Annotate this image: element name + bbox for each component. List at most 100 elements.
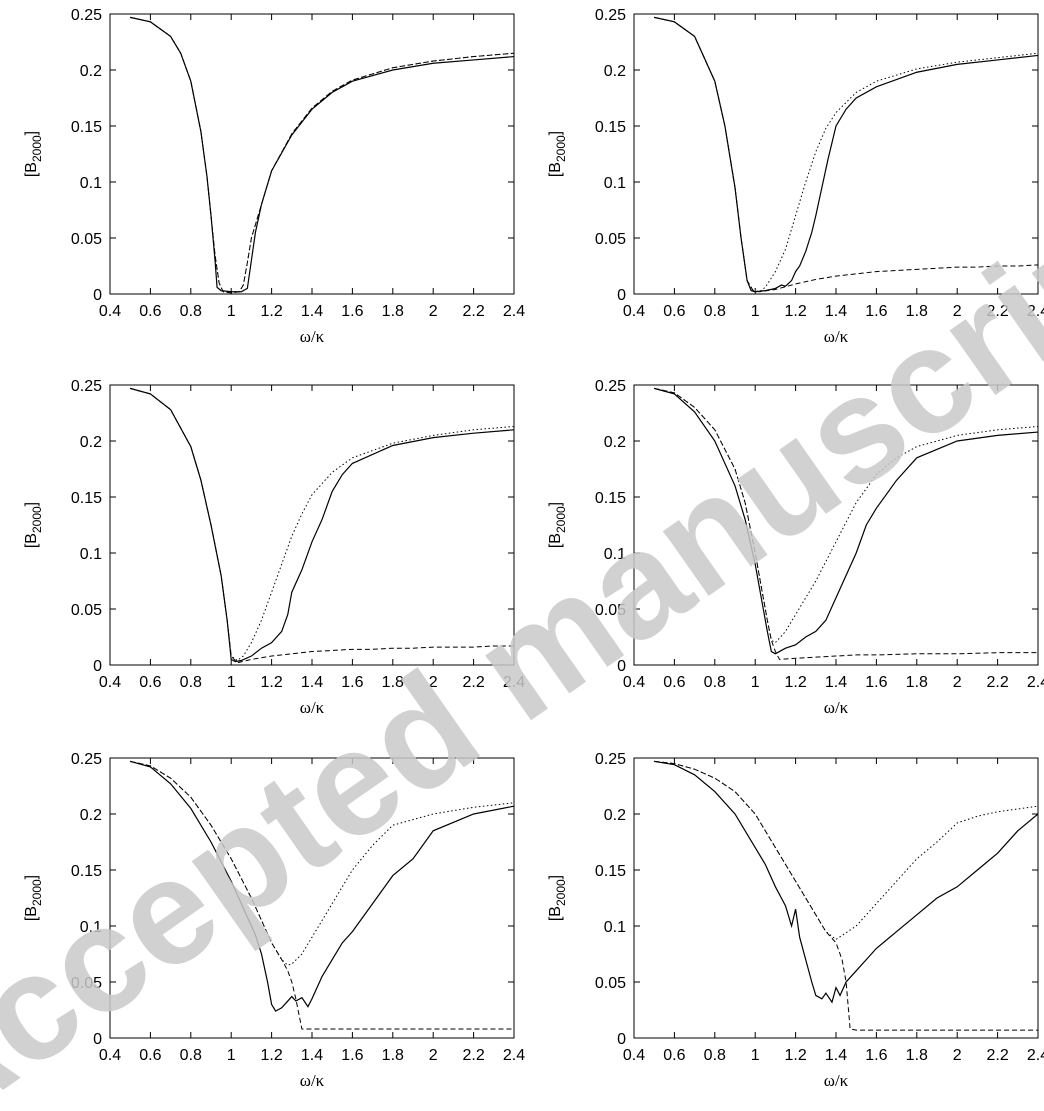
x-tick-label: 1.6 (865, 674, 887, 691)
series-line-dashed (654, 760, 1038, 1031)
x-axis-label: ω/κ (824, 698, 849, 717)
y-tick-label: 0.05 (595, 975, 626, 992)
y-tick-label: 0.15 (71, 490, 102, 507)
x-tick-label: 1.8 (382, 1047, 404, 1064)
x-tick-label: 1.6 (341, 674, 363, 691)
x-tick-label: 2.4 (1027, 1047, 1044, 1064)
y-tick-label: 0 (93, 287, 102, 304)
y-axis-label-main: [B (547, 162, 564, 177)
y-axis-label-main: [B (23, 162, 40, 177)
x-tick-label: 1.2 (260, 1047, 282, 1064)
chart-panel-4: 0.4 0.6 0.8 1 1.2 1.4 1.6 1.8 2 2.2 2.4 0 0.05 0.1 0.1… (547, 378, 1044, 717)
x-tick-label: 1.4 (825, 303, 847, 320)
x-tick-label: 1 (751, 674, 760, 691)
y-axis-label-close: ] (23, 131, 40, 135)
x-tick-label: 1.6 (341, 1047, 363, 1064)
chart-panel-5: 0.4 0.6 0.8 1 1.2 1.4 1.6 1.8 2 2.2 2.4 0 0.05 0.1 0.1… (23, 751, 525, 1090)
series-line-dashed (130, 387, 514, 664)
series-line-solid (654, 760, 1038, 1004)
plot-frame (109, 757, 515, 1039)
y-tick-label: 0.15 (595, 863, 626, 880)
x-axis-label: ω/κ (824, 327, 849, 346)
x-tick-label: 0.6 (663, 1047, 685, 1064)
x-tick-label: 2.4 (503, 1047, 525, 1064)
series-line-dashed (654, 16, 1038, 293)
x-tick-label: 1.4 (825, 674, 847, 691)
y-axis-label-close: ] (547, 875, 564, 879)
y-tick-label: 0.05 (71, 602, 102, 619)
x-tick-label: 0.4 (99, 1047, 121, 1064)
x-tick-label: 1.8 (906, 674, 928, 691)
y-axis-label-close: ] (23, 875, 40, 879)
y-axis-label-subscript: 2000 (30, 506, 44, 533)
series-line-dotted (130, 387, 514, 662)
y-axis-label: [B2000] (23, 875, 44, 921)
series-line-dotted (654, 760, 1038, 941)
x-axis-label: ω/κ (300, 698, 325, 717)
x-tick-label: 2.4 (1027, 303, 1044, 320)
series-line-solid (130, 16, 514, 293)
x-tick-label: 1 (751, 303, 760, 320)
chart-panel-1: 0.4 0.6 0.8 1 1.2 1.4 1.6 1.8 2 2.2 2.4 0 0.05 0.1 0.1… (23, 7, 525, 346)
y-tick-label: 0.15 (595, 490, 626, 507)
y-tick-label: 0.1 (80, 546, 102, 563)
y-axis-label-main: [B (23, 906, 40, 921)
y-tick-label: 0.25 (71, 7, 102, 24)
x-tick-label: 1 (227, 1047, 236, 1064)
x-tick-label: 0.8 (704, 1047, 726, 1064)
x-tick-label: 2.2 (462, 1047, 484, 1064)
x-tick-label: 0.4 (623, 303, 645, 320)
x-tick-label: 0.4 (99, 674, 121, 691)
y-tick-label: 0.2 (80, 63, 102, 80)
x-tick-label: 1.4 (825, 1047, 847, 1064)
y-axis-label-main: [B (23, 533, 40, 548)
x-tick-label: 1.2 (784, 674, 806, 691)
y-axis-label: [B2000] (547, 131, 568, 177)
y-axis-label-close: ] (547, 131, 564, 135)
x-tick-label: 1.6 (865, 303, 887, 320)
y-tick-label: 0.15 (71, 863, 102, 880)
y-tick-label: 0.1 (604, 175, 626, 192)
x-tick-label: 2.4 (1027, 674, 1044, 691)
y-tick-label: 0.25 (71, 751, 102, 768)
x-tick-label: 2 (953, 674, 962, 691)
x-tick-label: 2.2 (462, 303, 484, 320)
y-axis-label-subscript: 2000 (554, 879, 568, 906)
y-tick-label: 0.2 (80, 434, 102, 451)
x-tick-label: 0.4 (623, 1047, 645, 1064)
x-tick-label: 1.2 (784, 1047, 806, 1064)
y-axis-label-close: ] (547, 502, 564, 506)
y-tick-label: 0.15 (595, 119, 626, 136)
x-tick-label: 0.6 (139, 674, 161, 691)
plot-frame (633, 13, 1039, 295)
x-tick-label: 0.4 (99, 303, 121, 320)
x-tick-label: 0.8 (180, 1047, 202, 1064)
plot-frame (633, 757, 1039, 1039)
y-axis-label-subscript: 2000 (30, 135, 44, 162)
plot-frame (109, 384, 515, 666)
x-tick-label: 1 (751, 1047, 760, 1064)
series-line-dotted (654, 16, 1038, 293)
x-tick-label: 1 (227, 674, 236, 691)
y-tick-label: 0.25 (71, 378, 102, 395)
plot-frame (109, 13, 515, 295)
x-axis-label: ω/κ (824, 1071, 849, 1090)
y-tick-label: 0.1 (604, 546, 626, 563)
y-axis-label-close: ] (23, 502, 40, 506)
y-tick-label: 0 (93, 1031, 102, 1048)
y-tick-label: 0.2 (604, 63, 626, 80)
y-tick-label: 0.05 (71, 231, 102, 248)
x-tick-label: 2 (429, 674, 438, 691)
x-tick-label: 1.8 (906, 303, 928, 320)
x-tick-label: 2.2 (462, 674, 484, 691)
y-tick-label: 0.25 (595, 378, 626, 395)
y-tick-label: 0.2 (604, 807, 626, 824)
y-axis-label-subscript: 2000 (554, 506, 568, 533)
x-tick-label: 1.2 (784, 303, 806, 320)
y-tick-label: 0.05 (595, 602, 626, 619)
y-tick-label: 0 (617, 658, 626, 675)
series-line-solid (654, 387, 1038, 655)
y-tick-label: 0.1 (80, 175, 102, 192)
x-tick-label: 1.4 (301, 1047, 323, 1064)
